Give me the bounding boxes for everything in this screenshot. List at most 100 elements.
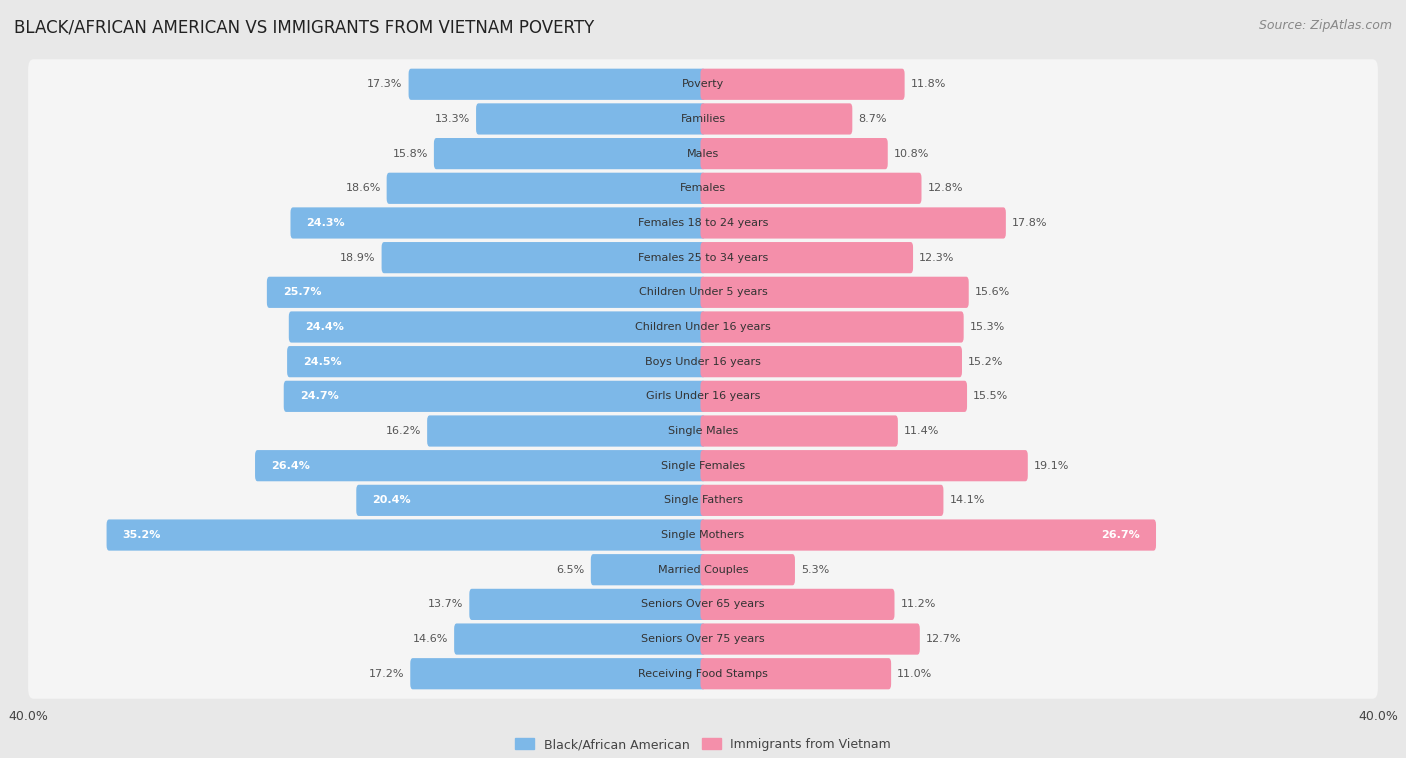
Text: Single Females: Single Females <box>661 461 745 471</box>
FancyBboxPatch shape <box>434 138 706 169</box>
Legend: Black/African American, Immigrants from Vietnam: Black/African American, Immigrants from … <box>509 732 897 757</box>
Text: 17.3%: 17.3% <box>367 80 402 89</box>
FancyBboxPatch shape <box>700 485 943 516</box>
Text: 12.7%: 12.7% <box>925 634 962 644</box>
Text: 35.2%: 35.2% <box>122 530 160 540</box>
FancyBboxPatch shape <box>288 312 706 343</box>
Text: Families: Families <box>681 114 725 124</box>
Text: 13.7%: 13.7% <box>427 600 464 609</box>
Text: 11.8%: 11.8% <box>911 80 946 89</box>
FancyBboxPatch shape <box>356 485 706 516</box>
FancyBboxPatch shape <box>28 440 1378 490</box>
Text: Single Mothers: Single Mothers <box>661 530 745 540</box>
FancyBboxPatch shape <box>28 614 1378 664</box>
Text: Poverty: Poverty <box>682 80 724 89</box>
FancyBboxPatch shape <box>477 103 706 135</box>
Text: 18.9%: 18.9% <box>340 252 375 262</box>
Text: 24.5%: 24.5% <box>304 357 342 367</box>
Text: 5.3%: 5.3% <box>801 565 830 575</box>
Text: 15.3%: 15.3% <box>970 322 1005 332</box>
FancyBboxPatch shape <box>700 103 852 135</box>
Text: Receiving Food Stamps: Receiving Food Stamps <box>638 669 768 678</box>
Text: 8.7%: 8.7% <box>858 114 887 124</box>
Text: Children Under 5 years: Children Under 5 years <box>638 287 768 297</box>
Text: 15.2%: 15.2% <box>967 357 1004 367</box>
Text: Source: ZipAtlas.com: Source: ZipAtlas.com <box>1258 19 1392 32</box>
FancyBboxPatch shape <box>28 510 1378 560</box>
FancyBboxPatch shape <box>28 371 1378 421</box>
Text: 18.6%: 18.6% <box>346 183 381 193</box>
FancyBboxPatch shape <box>470 589 706 620</box>
FancyBboxPatch shape <box>28 198 1378 248</box>
Text: Seniors Over 75 years: Seniors Over 75 years <box>641 634 765 644</box>
FancyBboxPatch shape <box>28 94 1378 144</box>
Text: 15.6%: 15.6% <box>974 287 1010 297</box>
FancyBboxPatch shape <box>700 312 963 343</box>
Text: 12.3%: 12.3% <box>920 252 955 262</box>
FancyBboxPatch shape <box>28 129 1378 179</box>
FancyBboxPatch shape <box>700 589 894 620</box>
Text: 6.5%: 6.5% <box>557 565 585 575</box>
Text: 26.7%: 26.7% <box>1101 530 1140 540</box>
Text: 13.3%: 13.3% <box>434 114 470 124</box>
Text: 16.2%: 16.2% <box>385 426 422 436</box>
Text: Boys Under 16 years: Boys Under 16 years <box>645 357 761 367</box>
Text: Seniors Over 65 years: Seniors Over 65 years <box>641 600 765 609</box>
FancyBboxPatch shape <box>427 415 706 446</box>
FancyBboxPatch shape <box>411 658 706 689</box>
FancyBboxPatch shape <box>700 554 794 585</box>
Text: Females 25 to 34 years: Females 25 to 34 years <box>638 252 768 262</box>
FancyBboxPatch shape <box>700 208 1005 239</box>
FancyBboxPatch shape <box>700 623 920 655</box>
Text: 11.0%: 11.0% <box>897 669 932 678</box>
Text: Females 18 to 24 years: Females 18 to 24 years <box>638 218 768 228</box>
FancyBboxPatch shape <box>700 519 1156 550</box>
Text: Single Males: Single Males <box>668 426 738 436</box>
Text: Males: Males <box>688 149 718 158</box>
Text: 11.4%: 11.4% <box>904 426 939 436</box>
FancyBboxPatch shape <box>28 579 1378 629</box>
Text: 12.8%: 12.8% <box>928 183 963 193</box>
Text: 17.2%: 17.2% <box>368 669 405 678</box>
Text: 24.3%: 24.3% <box>307 218 344 228</box>
Text: 25.7%: 25.7% <box>283 287 322 297</box>
FancyBboxPatch shape <box>700 242 912 273</box>
FancyBboxPatch shape <box>28 302 1378 352</box>
FancyBboxPatch shape <box>28 233 1378 283</box>
FancyBboxPatch shape <box>254 450 706 481</box>
FancyBboxPatch shape <box>700 346 962 377</box>
FancyBboxPatch shape <box>700 173 921 204</box>
Text: 24.7%: 24.7% <box>299 391 339 401</box>
Text: 20.4%: 20.4% <box>373 496 411 506</box>
Text: Girls Under 16 years: Girls Under 16 years <box>645 391 761 401</box>
FancyBboxPatch shape <box>267 277 706 308</box>
FancyBboxPatch shape <box>381 242 706 273</box>
FancyBboxPatch shape <box>700 69 904 100</box>
FancyBboxPatch shape <box>700 415 898 446</box>
Text: 15.5%: 15.5% <box>973 391 1008 401</box>
Text: 14.6%: 14.6% <box>413 634 449 644</box>
Text: Married Couples: Married Couples <box>658 565 748 575</box>
FancyBboxPatch shape <box>28 163 1378 213</box>
Text: 10.8%: 10.8% <box>894 149 929 158</box>
Text: 11.2%: 11.2% <box>900 600 936 609</box>
Text: 24.4%: 24.4% <box>305 322 343 332</box>
FancyBboxPatch shape <box>28 649 1378 699</box>
Text: Females: Females <box>681 183 725 193</box>
FancyBboxPatch shape <box>700 450 1028 481</box>
FancyBboxPatch shape <box>28 406 1378 456</box>
Text: 19.1%: 19.1% <box>1033 461 1069 471</box>
Text: Children Under 16 years: Children Under 16 years <box>636 322 770 332</box>
FancyBboxPatch shape <box>387 173 706 204</box>
Text: Single Fathers: Single Fathers <box>664 496 742 506</box>
FancyBboxPatch shape <box>700 138 887 169</box>
FancyBboxPatch shape <box>409 69 706 100</box>
FancyBboxPatch shape <box>28 268 1378 318</box>
FancyBboxPatch shape <box>591 554 706 585</box>
Text: 14.1%: 14.1% <box>949 496 984 506</box>
FancyBboxPatch shape <box>28 59 1378 109</box>
FancyBboxPatch shape <box>28 475 1378 525</box>
Text: 17.8%: 17.8% <box>1012 218 1047 228</box>
FancyBboxPatch shape <box>28 545 1378 595</box>
FancyBboxPatch shape <box>287 346 706 377</box>
